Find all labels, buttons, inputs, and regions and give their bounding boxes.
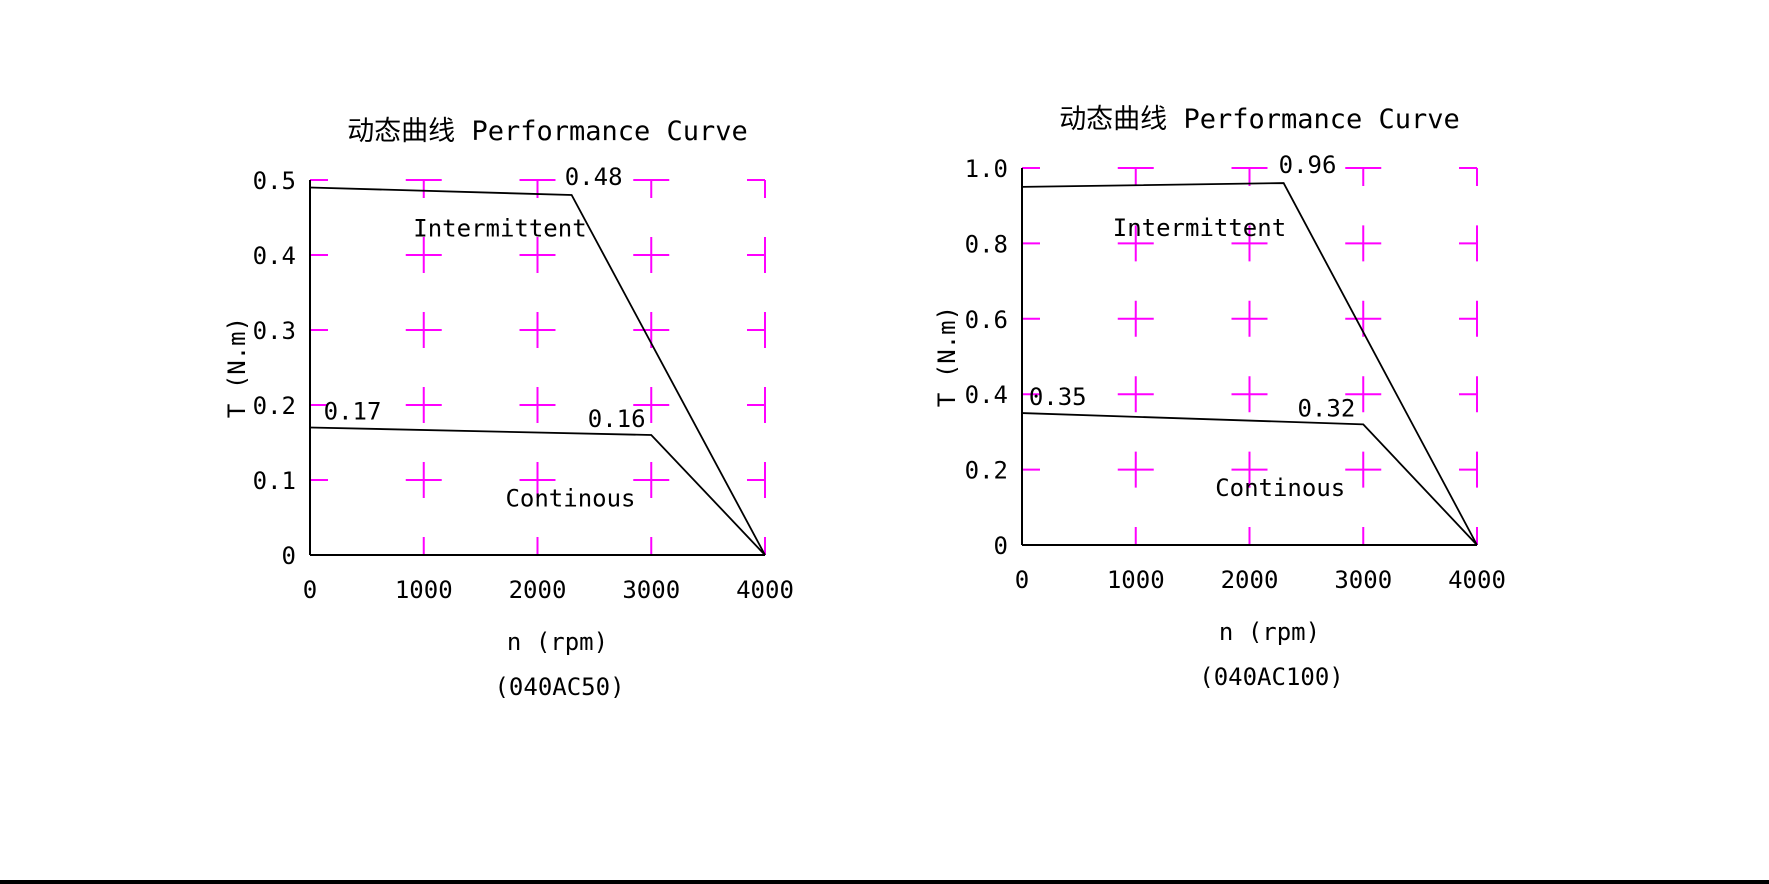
y-tick-label: 0.1 xyxy=(253,467,296,495)
x-tick-label: 0 xyxy=(1015,566,1029,594)
x-axis-label: n (rpm) xyxy=(507,628,608,656)
axes xyxy=(1021,168,1477,546)
x-tick-label: 2000 xyxy=(1221,566,1279,594)
y-tick-label: 0.3 xyxy=(253,317,296,345)
x-tick-label: 1000 xyxy=(1107,566,1165,594)
y-tick-label: 0.5 xyxy=(253,167,296,195)
y-tick-label: 0.6 xyxy=(965,306,1008,334)
series-intermittent-curve xyxy=(1021,182,1478,546)
annotation-intermittent: Intermittent xyxy=(413,214,586,242)
performance-chart-040AC100: 0 0.2 0.4 0.6 0.8 1.0 0 1000 2000 3000 4000 动态曲线 Pe… xyxy=(900,70,1530,730)
annotation-intermittent: Intermittent xyxy=(1113,214,1286,242)
y-tick-label: 0.8 xyxy=(965,230,1008,258)
chart-title: 动态曲线 Performance Curve xyxy=(1059,104,1460,135)
series-intermittent-curve xyxy=(309,186,766,556)
annotation-0-48: 0.48 xyxy=(565,163,623,191)
annotation-0-16: 0.16 xyxy=(588,405,646,433)
y-tick-label: 0 xyxy=(282,542,296,570)
y-tick-label: 0.2 xyxy=(965,457,1008,485)
x-tick-label: 4000 xyxy=(1448,566,1506,594)
performance-chart-040AC50: 0 0.1 0.2 0.3 0.4 0.5 0 1000 2000 3000 4000 动态曲线 Pe… xyxy=(190,80,820,740)
annotation-0-32: 0.32 xyxy=(1297,394,1355,422)
x-tick-label: 3000 xyxy=(622,576,680,604)
chart-title: 动态曲线 Performance Curve xyxy=(347,116,748,147)
grid-lines xyxy=(310,179,766,555)
chart-svg: 0 0.2 0.4 0.6 0.8 1.0 0 1000 2000 3000 4000 动态曲线 Pe… xyxy=(933,104,1506,691)
y-tick-label: 1.0 xyxy=(965,155,1008,183)
x-tick-label: 0 xyxy=(303,576,317,604)
annotation-0-17: 0.17 xyxy=(324,398,382,426)
annotation-0-35: 0.35 xyxy=(1029,383,1087,411)
y-tick-label: 0 xyxy=(994,532,1008,560)
annotation-continous: Continous xyxy=(1215,474,1345,502)
axes xyxy=(309,180,765,556)
x-tick-label: 1000 xyxy=(395,576,453,604)
model-label: (040AC100) xyxy=(1199,663,1344,691)
x-tick-label: 3000 xyxy=(1334,566,1392,594)
chart-svg: 0 0.1 0.2 0.3 0.4 0.5 0 1000 2000 3000 4000 动态曲线 Pe… xyxy=(223,116,794,701)
y-tick-label: 0.4 xyxy=(965,381,1008,409)
x-tick-label: 4000 xyxy=(736,576,794,604)
y-axis-label: T (N.m) xyxy=(223,317,251,418)
y-tick-label: 0.4 xyxy=(253,242,296,270)
series-continous-curve xyxy=(1021,412,1478,546)
annotation-continous: Continous xyxy=(505,484,635,512)
y-axis-label: T (N.m) xyxy=(933,306,961,407)
annotation-0-96: 0.96 xyxy=(1279,151,1337,179)
series-continous-curve xyxy=(309,426,766,556)
x-tick-label: 2000 xyxy=(509,576,567,604)
model-label: (040AC50) xyxy=(494,673,624,701)
y-tick-label: 0.2 xyxy=(253,392,296,420)
page-bottom-border xyxy=(0,880,1769,884)
grid-lines xyxy=(1022,167,1478,545)
x-axis-label: n (rpm) xyxy=(1219,618,1320,646)
